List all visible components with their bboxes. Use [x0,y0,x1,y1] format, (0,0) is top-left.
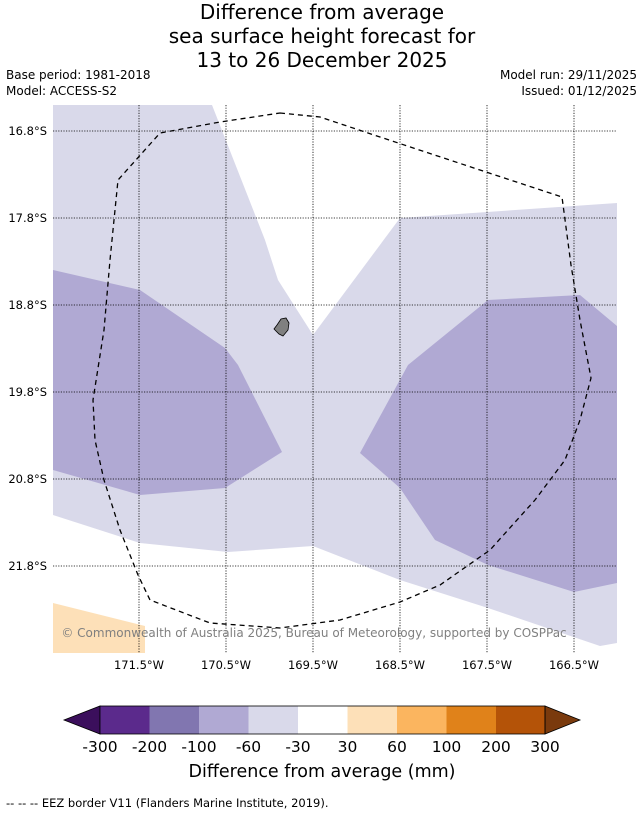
eez-border [92,112,592,629]
lon-label: 168.5°W [375,658,425,672]
lon-label: 171.5°W [114,658,164,672]
chart-title: Difference from average sea surface heig… [0,0,644,72]
title-line-2: sea surface height forecast for [168,24,476,48]
anomaly-blob-west [53,270,282,495]
title-line-1: Difference from average [199,0,445,24]
lat-label: 17.8°S [8,211,47,225]
lat-label: 18.8°S [8,298,47,312]
longitude-axis: 171.5°W 170.5°W 169.5°W 168.5°W 167.5°W … [114,658,599,672]
colorbar-segment [347,706,397,734]
footnote: -- -- -- EEZ border V11 (Flanders Marine… [6,796,329,810]
title-line-3: 13 to 26 December 2025 [196,48,448,72]
colorbar-tick-label: 200 [481,738,511,756]
colorbar-tick-label: -200 [132,738,167,756]
meta-left: Base period: 1981-2018 Model: ACCESS-S2 [6,67,151,99]
colorbar-segment [100,706,150,734]
colorbar-extend-min [62,705,101,735]
island-shape [273,317,290,337]
colorbar-tick-label: -30 [285,738,310,756]
colorbar-tick-label: 100 [432,738,462,756]
colorbar-title: Difference from average (mm) [188,762,456,782]
colorbar-segment [397,706,447,734]
lat-label: 20.8°S [8,472,47,486]
lat-label: 21.8°S [8,559,47,573]
colorbar-frame [99,705,546,735]
meta-right: Model run: 29/11/2025 Issued: 01/12/2025 [500,67,637,99]
colorbar-tick-label: 60 [387,738,407,756]
colorbar-ticks: -300 -200 -100 -60 -30 30 60 100 200 300 [82,738,559,756]
model-name: Model: ACCESS-S2 [6,84,118,98]
colorbar-tick-label: -100 [181,738,216,756]
anomaly-field-neutral-south [53,515,617,653]
colorbar-segment [199,706,249,734]
lon-label: 167.5°W [462,658,512,672]
lon-label: 170.5°W [201,658,251,672]
lat-label: 16.8°S [8,124,47,138]
colorbar-segment [298,706,348,734]
colorbar-tick-label: 300 [530,738,560,756]
map-area [53,105,617,653]
colorbar-segment [248,706,298,734]
lat-label: 19.8°S [8,385,47,399]
lon-label: 166.5°W [549,658,599,672]
copyright-notice: © Commonwealth of Australia 2025, Bureau… [61,626,566,640]
anomaly-patch-positive [53,603,145,653]
colorbar-extend-max [544,705,582,735]
gridlines [53,105,617,653]
colorbar-segment [496,706,545,734]
colorbar-tick-label: -60 [236,738,261,756]
colorbar-tick-label: 30 [338,738,358,756]
colorbar-tick-label: -300 [82,738,117,756]
model-run: Model run: 29/11/2025 [499,68,637,82]
colorbar-segment [446,706,496,734]
anomaly-blob-east [360,295,617,592]
issued-date: Issued: 01/12/2025 [521,84,637,98]
latitude-axis: 16.8°S 17.8°S 18.8°S 19.8°S 20.8°S 21.8°… [8,124,47,573]
colorbar: -300 -200 -100 -60 -30 30 60 100 200 300 [62,705,582,756]
colorbar-segment [149,706,199,734]
lon-label: 169.5°W [288,658,338,672]
base-period: Base period: 1981-2018 [6,68,151,82]
